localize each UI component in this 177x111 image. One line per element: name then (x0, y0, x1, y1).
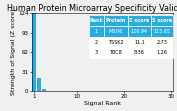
Y-axis label: Strength of Signal (Z score): Strength of Signal (Z score) (12, 9, 16, 95)
Title: Human Protein Microarray Specificity Validation: Human Protein Microarray Specificity Val… (7, 4, 177, 13)
Bar (42, 89, 45, 91)
X-axis label: Signal Rank: Signal Rank (84, 101, 121, 106)
Bar (32, 11, 36, 91)
Bar (37, 78, 41, 91)
